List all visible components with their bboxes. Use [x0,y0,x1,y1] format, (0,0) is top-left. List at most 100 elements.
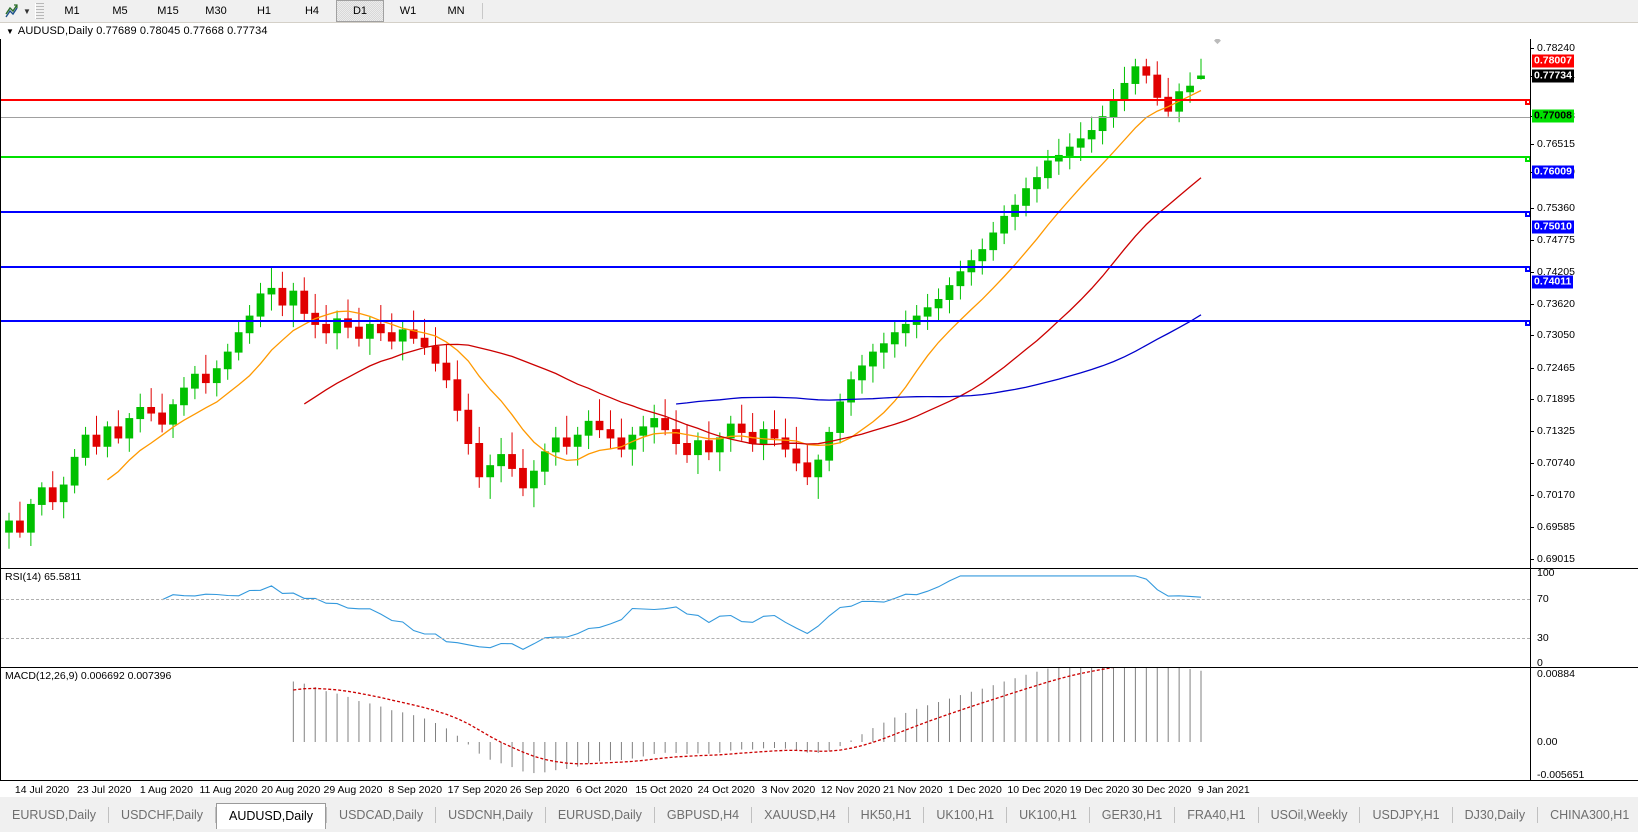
timeframe-m15[interactable]: M15 [157,5,179,17]
macd-axis: 0.00884 0.00 -0.005651 [1530,668,1638,781]
tab-divider [1451,807,1453,823]
level-line-support-3[interactable] [1,266,1530,272]
chart-tab[interactable]: EURUSD,Daily [557,808,642,822]
price-pane[interactable]: ◆ [0,39,1638,568]
level-handle-support-1[interactable] [1525,156,1530,162]
level-line-resistance[interactable] [1,99,1530,105]
price-axis-tick [1531,495,1534,497]
timeframe-m5[interactable]: M5 [112,5,128,17]
level-line-support-4[interactable] [1,320,1530,326]
chart-tab[interactable]: USDCAD,Daily [339,808,424,822]
chart-tab[interactable]: USDCNH,Daily [448,808,533,822]
tab-divider [326,807,328,823]
time-axis-label: 9 Jan 2021 [1197,784,1250,796]
chart-tab[interactable]: CHINA300,H1 [1550,808,1630,822]
macd-axis-label-zero: 0.00 [1537,736,1558,748]
time-axis-label: 20 Aug 2020 [261,784,321,796]
price-axis-label: 0.73620 [1537,297,1575,310]
level-handle-support-3[interactable] [1525,266,1530,272]
price-tag-blue[interactable]: 0.76009 [1532,165,1574,179]
level-line-support-2[interactable] [1,211,1530,217]
timeframe-h4[interactable]: H4 [304,5,320,17]
level-handle-support-2[interactable] [1525,211,1530,217]
price-axis-label: 0.69015 [1537,553,1575,565]
price-tag-blue[interactable]: 0.75010 [1532,220,1574,234]
price-axis-tick [1531,527,1534,529]
candlestick-series [5,58,1205,549]
level-handle-support-4[interactable] [1525,320,1530,326]
time-axis-label: 11 Aug 2020 [199,784,258,796]
time-axis-label: 29 Aug 2020 [323,784,383,796]
tab-divider [1088,807,1090,823]
level-handle-resistance[interactable] [1525,99,1530,105]
price-axis-label: 0.71895 [1537,393,1575,406]
price-axis-label: 0.78240 [1537,42,1575,54]
timeframe-d1[interactable]: D1 [336,0,384,22]
timeframe-w1[interactable]: W1 [399,5,417,17]
price-tag-red[interactable]: 0.78007 [1532,54,1574,68]
chart-tab[interactable]: UK100,H1 [1019,808,1077,822]
rsi-level-30 [1,638,1530,640]
price-axis-tick [1531,335,1534,337]
chart-tab[interactable]: XAUUSD,H4 [764,808,836,822]
rsi-level-70 [1,598,1530,600]
time-axis-label: 23 Jul 2020 [77,784,132,796]
chart-tab[interactable]: DJ30,Daily [1464,808,1526,822]
toolbar-grip[interactable] [35,3,44,19]
chart-tab[interactable]: EURUSD,Daily [12,808,97,822]
timeframe-m30[interactable]: M30 [205,5,227,17]
time-axis-label: 26 Sep 2020 [509,784,570,796]
price-axis-tick [1531,431,1534,433]
chart-tab[interactable]: USDCHF,Daily [121,808,203,822]
time-axis-label: 17 Sep 2020 [447,784,508,796]
price-axis-label: 0.72465 [1537,361,1575,374]
price-axis-tick [1531,239,1534,241]
tab-divider [108,807,110,823]
macd-pane[interactable]: MACD(12,26,9) 0.006692 0.007396 0.00884 … [0,667,1638,781]
chart-tab-active[interactable]: AUDUSD,Daily [216,803,327,829]
timeframe-m1[interactable]: M1 [64,5,80,17]
tab-divider [435,807,437,823]
timeframe-mn[interactable]: MN [447,5,465,17]
chart-tab[interactable]: GER30,H1 [1101,808,1163,822]
price-tag-green[interactable]: 0.77008 [1532,109,1574,123]
time-axis-label: 1 Aug 2020 [139,784,193,796]
tab-divider [1006,807,1008,823]
chart-tab[interactable]: USOil,Weekly [1270,808,1348,822]
chart-menu-caret-icon[interactable]: ▼ [6,26,14,36]
price-axis-tick [1531,303,1534,305]
chart-tab[interactable]: USDJPY,H1 [1372,808,1440,822]
macd-plot[interactable]: MACD(12,26,9) 0.006692 0.007396 [1,668,1530,780]
rsi-pane[interactable]: RSI(14) 65.5811 100 70 30 0 [0,567,1638,669]
price-axis-tick [1531,559,1534,560]
macd-indicator-label: MACD(12,26,9) 0.006692 0.007396 [5,670,172,682]
chart-tab[interactable]: FRA40,H1 [1187,808,1246,822]
price-axis[interactable]: 0.78240 0.77734 0.77008 0.76515 0.76009 0.753… [1530,39,1638,568]
chart-templates-caret-icon[interactable]: ▼ [23,6,31,16]
price-tag-black[interactable]: 0.77734 [1532,69,1574,83]
chart-tab[interactable]: GBPUSD,H4 [666,808,740,822]
chart-templates-icon[interactable] [3,2,21,20]
time-axis-label: 10 Dec 2020 [1007,784,1067,796]
tab-divider [847,807,849,823]
time-axis-label: 24 Oct 2020 [697,784,755,796]
time-axis[interactable]: 14 Jul 2020 23 Jul 2020 1 Aug 2020 11 Aug 2… [0,780,1638,797]
chart-tab-bar[interactable]: EURUSD,Daily USDCHF,Daily AUDUSD,Daily USDC… [0,796,1638,832]
price-axis-label: 0.71325 [1537,425,1575,438]
price-axis-label: 0.75360 [1537,201,1575,214]
time-axis-label: 19 Dec 2020 [1069,784,1130,796]
chart-tab[interactable]: HK50,H1 [860,808,912,822]
rsi-plot[interactable]: RSI(14) 65.5811 [1,569,1530,667]
level-line-last-price [1,117,1530,118]
level-line-support-1[interactable] [1,156,1530,162]
time-axis-label: 1 Dec 2020 [948,784,1002,796]
timeframe-h1[interactable]: H1 [256,5,272,17]
price-tag-blue[interactable]: 0.74011 [1532,275,1574,289]
chart-symbol-ohlc-label: AUDUSD,Daily 0.77689 0.78045 0.77668 0.7… [17,25,268,37]
price-axis-tick [1531,48,1534,49]
chart-area: ◆ [0,39,1638,781]
chart-tab[interactable]: UK100,H1 [936,808,995,822]
toolbar-divider [482,3,483,19]
price-plot[interactable]: ◆ [1,39,1530,568]
